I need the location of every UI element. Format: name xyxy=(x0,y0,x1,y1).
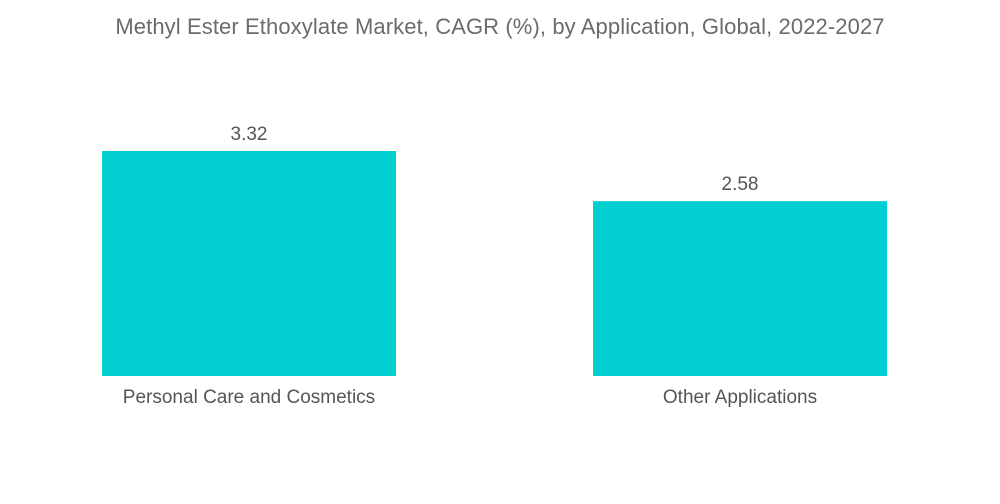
value-label-1: 2.58 xyxy=(722,174,759,195)
bar-1 xyxy=(593,201,887,376)
bar-0 xyxy=(102,151,396,376)
category-label-0: Personal Care and Cosmetics xyxy=(123,387,375,408)
value-label-0: 3.32 xyxy=(231,124,268,145)
chart-title: Methyl Ester Ethoxylate Market, CAGR (%)… xyxy=(115,14,885,39)
category-label-1: Other Applications xyxy=(663,387,817,408)
